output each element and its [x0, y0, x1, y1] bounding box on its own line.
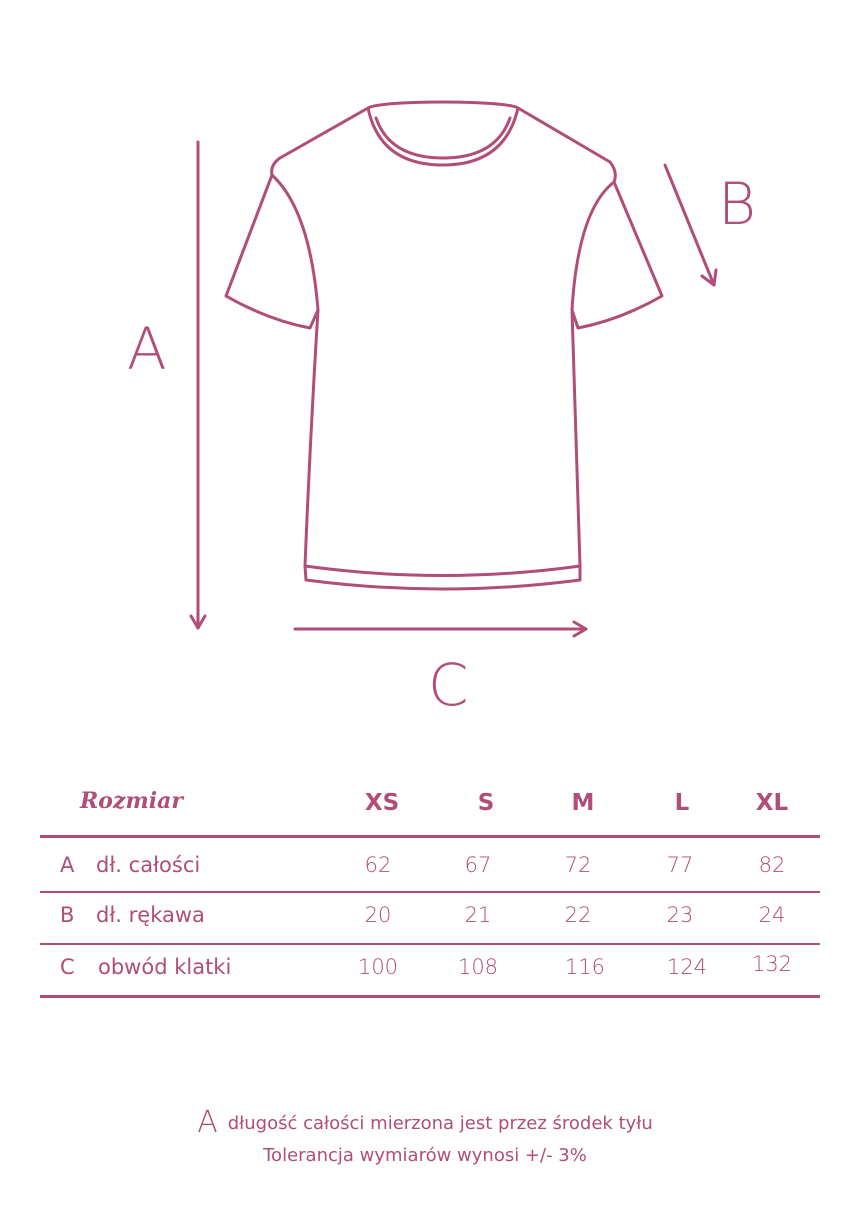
size-s: S — [477, 790, 495, 816]
row-label: obwód klatki — [98, 955, 232, 979]
note-text: długość całości mierzona jest przez środ… — [227, 1113, 653, 1134]
row-label: dł. rękawa — [96, 903, 205, 927]
cell: 23 — [666, 903, 694, 927]
arrow-a — [189, 140, 207, 630]
row-key: B — [60, 903, 75, 927]
cell: 67 — [464, 853, 492, 877]
size-m: M — [571, 790, 595, 816]
size-xs: XS — [364, 790, 400, 816]
cell: 124 — [666, 955, 708, 979]
label-c: C — [428, 651, 469, 719]
cell: 21 — [464, 903, 492, 927]
row-label: dł. całości — [96, 853, 201, 877]
size-xl: XL — [755, 790, 789, 816]
divider — [40, 835, 820, 838]
divider — [40, 995, 820, 998]
cell: 100 — [357, 955, 399, 979]
divider — [40, 943, 820, 945]
cell: 132 — [751, 952, 793, 976]
tshirt-measurement-diagram — [189, 100, 718, 638]
row-key: C — [60, 955, 75, 979]
cell: 62 — [364, 853, 392, 877]
cell: 22 — [564, 903, 592, 927]
cell: 77 — [666, 853, 694, 877]
row-key: A — [60, 853, 75, 877]
note-key: A — [197, 1105, 218, 1140]
tshirt-outline — [224, 100, 664, 591]
cell: 24 — [758, 903, 786, 927]
arrow-b — [663, 163, 718, 287]
divider — [40, 891, 820, 893]
cell: 82 — [758, 853, 786, 877]
cell: 72 — [564, 853, 592, 877]
size-l: L — [674, 790, 690, 816]
label-a: A — [127, 315, 167, 383]
size-header-label: Rozmiar — [80, 788, 183, 814]
cell: 116 — [564, 955, 606, 979]
cell: 20 — [364, 903, 392, 927]
arrow-c — [293, 620, 588, 638]
note-line-2: Tolerancja wymiarów wynosi +/- 3% — [263, 1145, 587, 1166]
cell: 108 — [457, 955, 499, 979]
label-b: B — [718, 170, 756, 238]
